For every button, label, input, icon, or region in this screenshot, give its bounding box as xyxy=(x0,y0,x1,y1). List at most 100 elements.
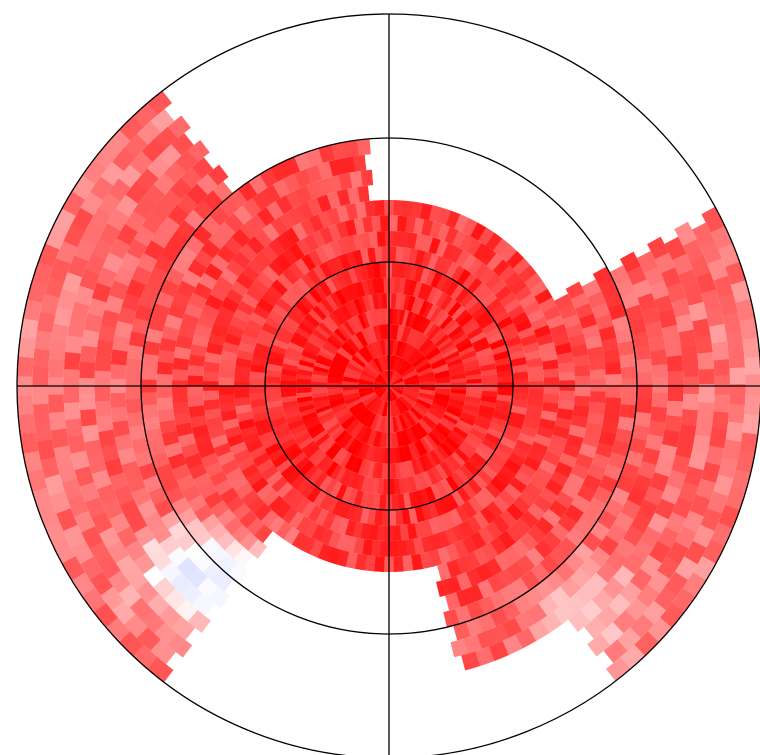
heatmap-cell xyxy=(53,306,73,329)
heatmap-cell xyxy=(637,459,657,480)
heatmap-cell xyxy=(70,301,90,324)
heatmap-cell xyxy=(296,373,313,381)
heatmap-cell xyxy=(469,331,486,344)
heatmap-cell xyxy=(411,553,424,571)
heatmap-cell xyxy=(511,445,530,460)
heatmap-cell xyxy=(229,441,248,457)
heatmap-cell xyxy=(267,238,286,257)
heatmap-cell xyxy=(215,221,236,242)
heatmap-cell xyxy=(352,249,364,267)
heatmap-cell xyxy=(422,301,434,318)
heatmap-cell xyxy=(389,447,394,464)
heatmap-cell xyxy=(409,406,424,421)
heatmap-cell xyxy=(587,411,605,426)
heatmap-cell xyxy=(308,448,324,464)
heatmap-cell xyxy=(399,231,410,248)
heatmap-cell xyxy=(435,481,449,498)
heatmap-cell xyxy=(295,238,312,257)
heatmap-cell xyxy=(331,402,348,415)
heatmap-cell xyxy=(689,253,711,278)
heatmap-cell xyxy=(34,330,53,353)
heatmap-cell xyxy=(225,467,245,485)
heatmap-cell xyxy=(491,416,509,428)
heatmap-cell xyxy=(447,454,463,471)
heatmap-cell xyxy=(692,432,711,454)
heatmap-cell xyxy=(314,325,331,340)
heatmap-cell xyxy=(334,466,348,483)
heatmap-cell xyxy=(161,325,180,342)
heatmap-cell xyxy=(216,305,236,322)
heatmap-cell xyxy=(187,375,204,388)
heatmap-cell xyxy=(392,355,401,372)
heatmap-cell xyxy=(456,485,472,503)
heatmap-cell xyxy=(313,283,328,301)
heatmap-cell xyxy=(527,448,546,464)
heatmap-cell xyxy=(238,220,259,241)
heatmap-cell xyxy=(453,213,470,233)
heatmap-cell xyxy=(268,515,286,535)
heatmap-cell xyxy=(220,487,240,506)
heatmap-cell xyxy=(245,285,264,303)
heatmap-cell xyxy=(395,415,404,432)
heatmap-cell xyxy=(284,287,302,304)
heatmap-cell xyxy=(128,424,147,443)
heatmap-cell xyxy=(220,350,238,363)
heatmap-cell xyxy=(351,154,367,172)
heatmap-cell xyxy=(251,357,268,368)
heatmap-cell xyxy=(191,333,210,349)
heatmap-cell xyxy=(439,460,454,477)
heatmap-cell xyxy=(117,306,137,326)
heatmap-cell xyxy=(389,373,402,386)
heatmap-cell xyxy=(729,365,746,386)
heatmap-cell xyxy=(374,340,383,357)
heatmap-cell xyxy=(448,245,463,264)
heatmap-cell xyxy=(360,312,370,329)
heatmap-cell xyxy=(188,463,208,481)
heatmap-cell xyxy=(460,349,477,361)
heatmap-cell xyxy=(250,278,269,296)
heatmap-cell xyxy=(97,324,117,344)
heatmap-cell xyxy=(355,553,368,571)
heatmap-cell xyxy=(366,492,376,510)
heatmap-cell xyxy=(692,554,717,581)
heatmap-cell xyxy=(430,357,447,370)
heatmap-cell xyxy=(445,436,461,451)
heatmap-cell xyxy=(265,369,282,379)
heatmap-cell xyxy=(510,404,527,415)
heatmap-cell xyxy=(432,427,447,441)
heatmap-cell xyxy=(249,371,266,381)
heatmap-cell xyxy=(418,299,430,317)
heatmap-cell xyxy=(464,436,481,450)
heatmap-cell xyxy=(216,245,236,265)
heatmap-cell xyxy=(742,335,760,359)
heatmap-cell xyxy=(53,539,77,566)
heatmap-cell xyxy=(314,362,331,371)
heatmap-cell xyxy=(367,231,379,248)
heatmap-cell xyxy=(705,443,725,466)
heatmap-cell xyxy=(276,273,293,291)
heatmap-cell xyxy=(512,391,529,401)
heatmap-cell xyxy=(282,227,300,246)
heatmap-cell xyxy=(451,451,467,467)
heatmap-cell xyxy=(55,241,78,266)
heatmap-cell xyxy=(236,300,255,317)
heatmap-cell xyxy=(189,415,208,429)
heatmap-cell xyxy=(399,462,407,479)
heatmap-cell xyxy=(374,509,384,526)
heatmap-cell xyxy=(455,504,471,523)
heatmap-cell xyxy=(436,444,450,460)
heatmap-cell xyxy=(432,309,446,325)
heatmap-cell xyxy=(395,509,405,526)
heatmap-cell xyxy=(513,516,533,536)
heatmap-cell xyxy=(319,347,336,359)
heatmap-cell xyxy=(401,429,412,446)
heatmap-cell xyxy=(426,286,439,304)
heatmap-cell xyxy=(529,279,548,297)
heatmap-cell xyxy=(439,419,455,432)
heatmap-cell xyxy=(389,385,405,391)
heatmap-cell xyxy=(296,515,313,535)
heatmap-cell xyxy=(450,388,467,395)
heatmap-cell xyxy=(692,222,715,248)
heatmap-cell xyxy=(398,309,406,326)
